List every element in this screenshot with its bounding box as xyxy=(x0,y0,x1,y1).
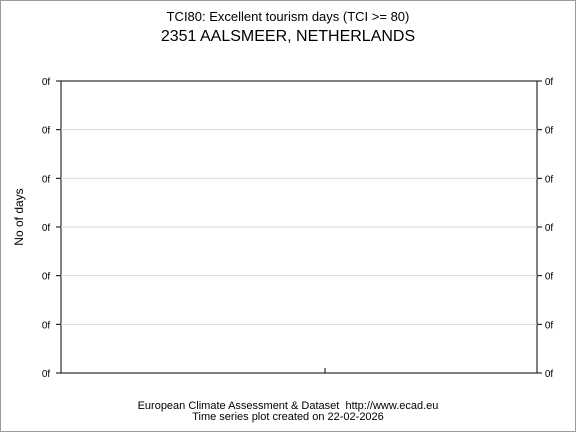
y-tick-label-left: 0f xyxy=(42,77,51,88)
y-tick-label-right: 0f xyxy=(545,223,554,234)
y-tick-label-right: 0f xyxy=(545,369,554,380)
y-tick-label-right: 0f xyxy=(545,272,554,283)
y-tick-label-left: 0f xyxy=(42,174,51,185)
y-tick-label-left: 0f xyxy=(42,272,51,283)
y-axis-label: No of days xyxy=(12,188,26,245)
y-tick-label-right: 0f xyxy=(545,174,554,185)
y-tick-label-right: 0f xyxy=(545,320,554,331)
y-tick-label-left: 0f xyxy=(42,369,51,380)
y-tick-label-right: 0f xyxy=(545,77,554,88)
y-tick-label-right: 0f xyxy=(545,126,554,137)
footer-created: Time series plot created on 22-02-2026 xyxy=(192,411,384,423)
grid-lines xyxy=(61,129,537,325)
chart-subtitle: 2351 AALSMEER, NETHERLANDS xyxy=(160,28,416,45)
y-tick-label-left: 0f xyxy=(42,126,51,137)
footer-source: European Climate Assessment & Dataset ht… xyxy=(137,400,439,412)
y-tick-label-left: 0f xyxy=(42,223,51,234)
chart-title: TCI80: Excellent tourism days (TCI >= 80… xyxy=(166,9,410,24)
y-tick-label-left: 0f xyxy=(42,320,51,331)
y-ticks: 0f 0f 0f 0f 0f 0f 0f 0f 0f 0f 0f 0f 0f 0f xyxy=(42,77,554,380)
